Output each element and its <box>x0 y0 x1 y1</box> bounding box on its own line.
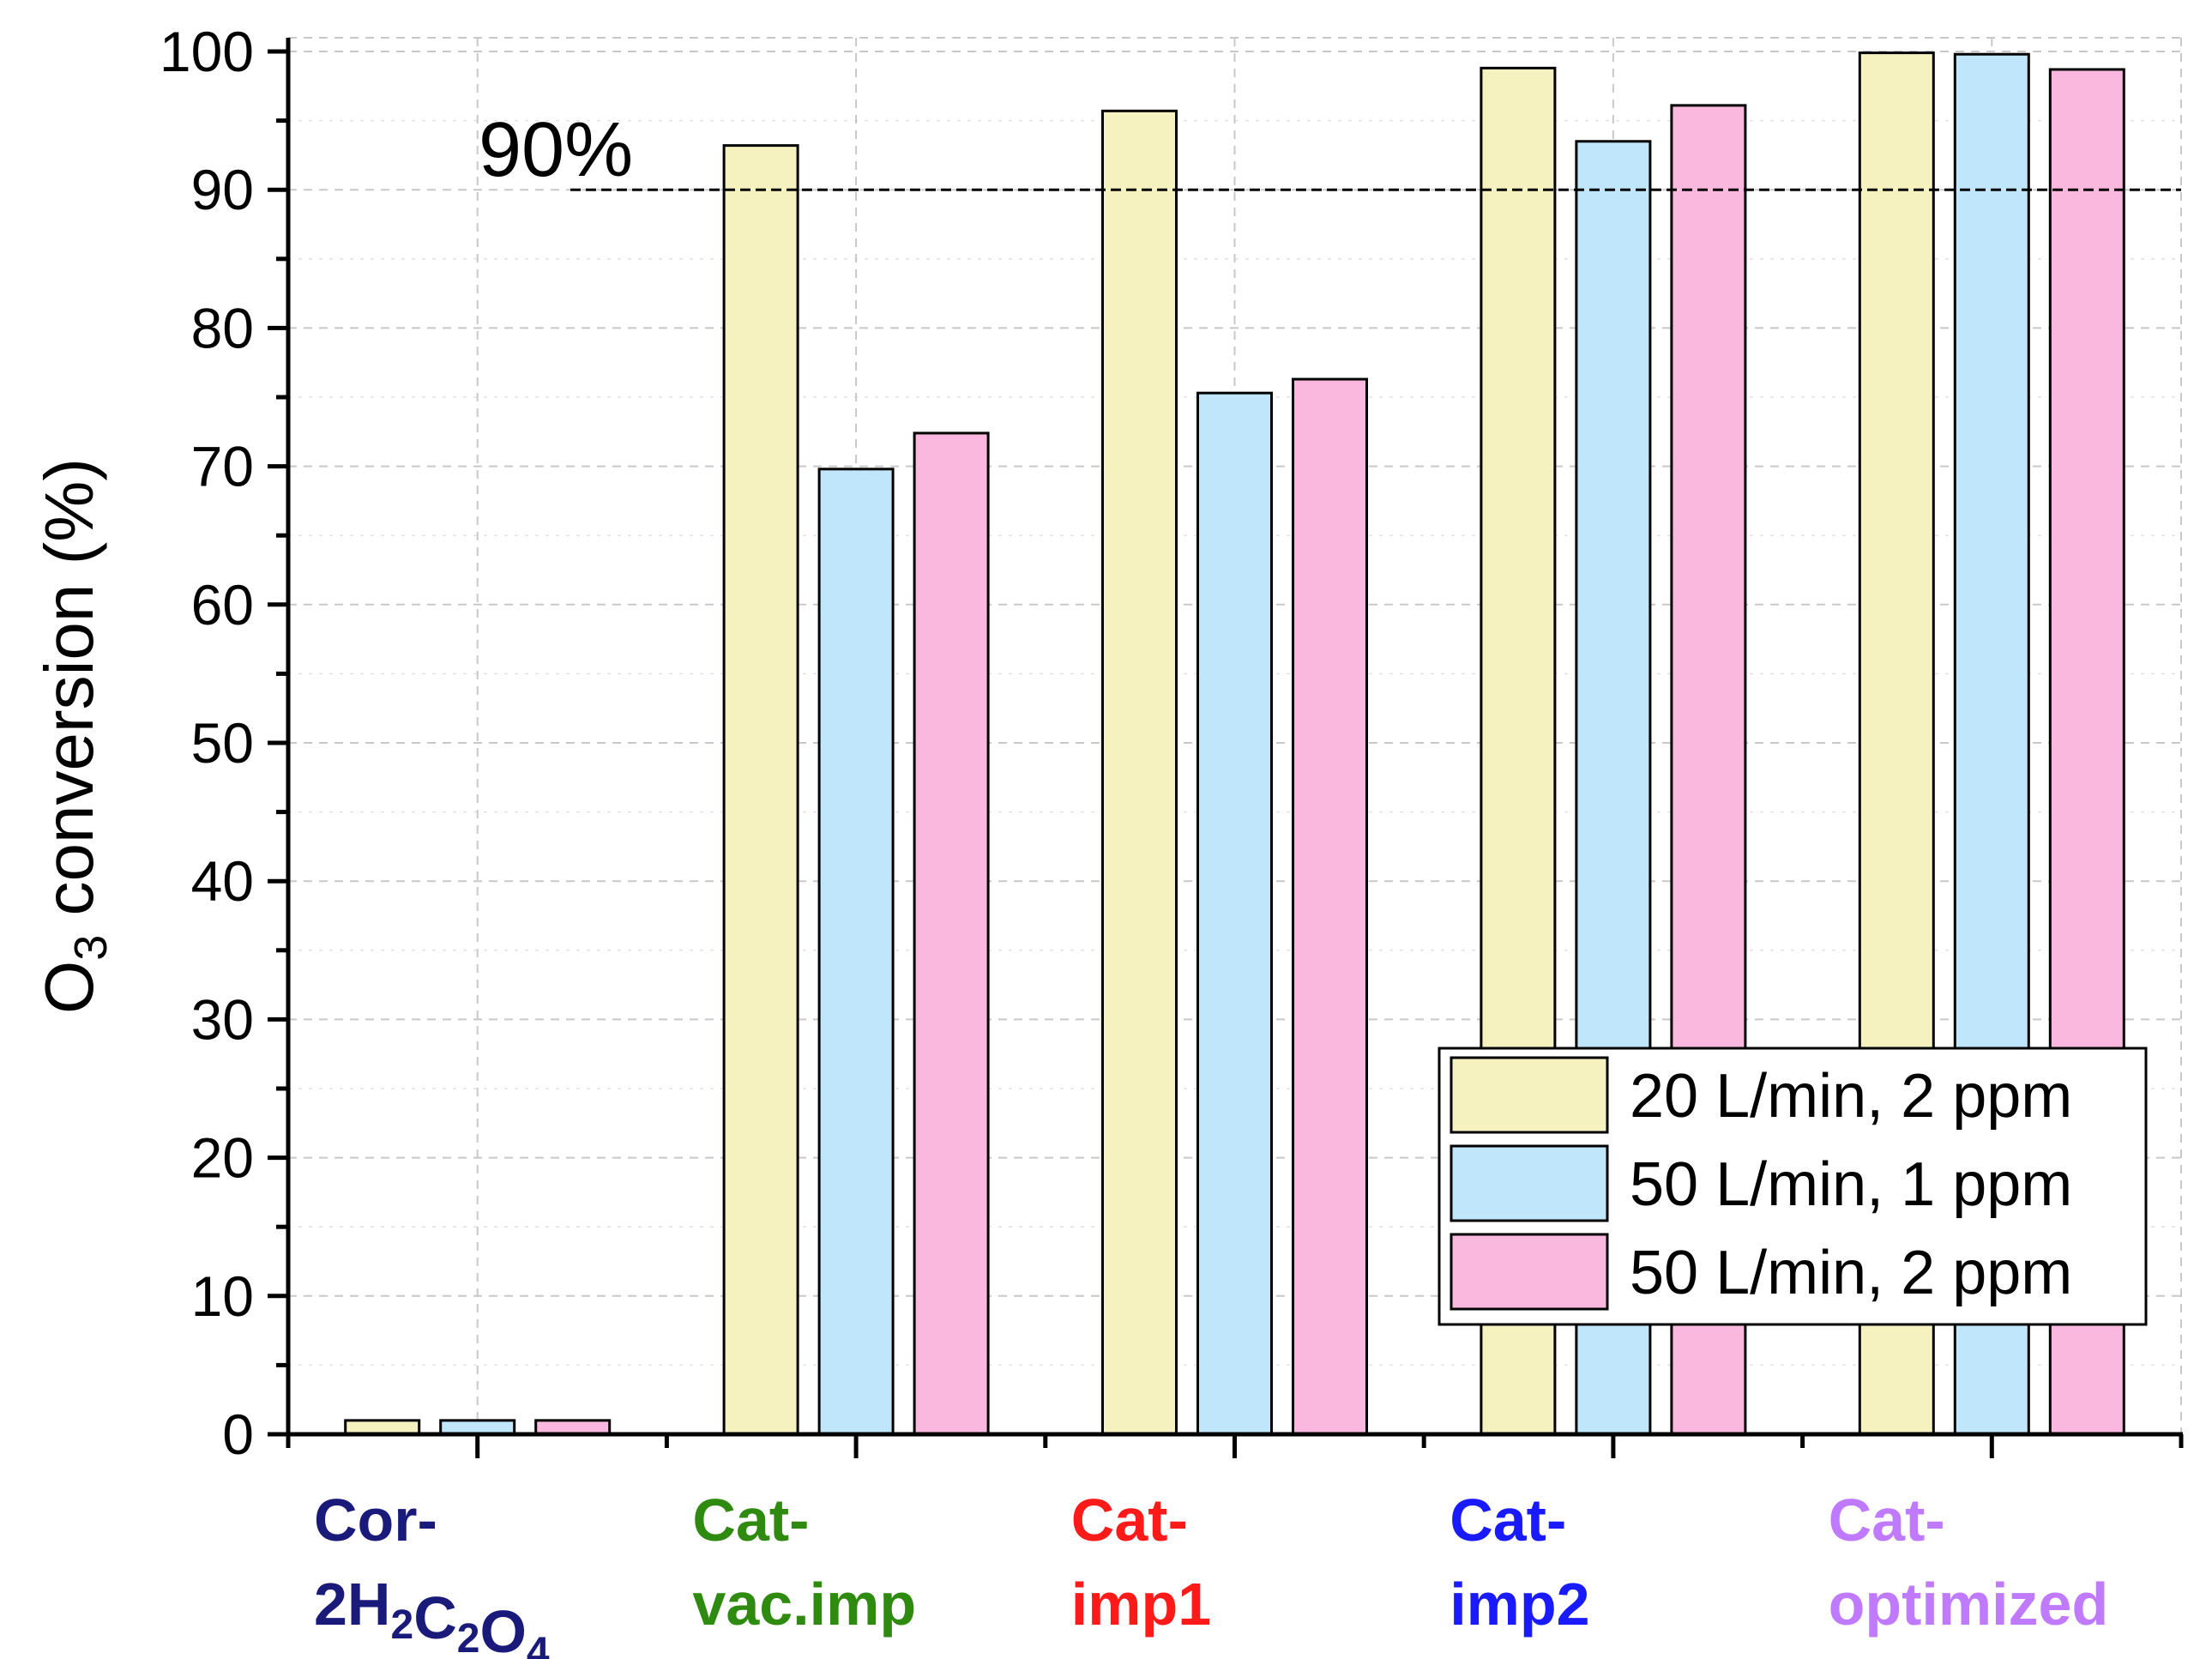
x-category-label: imp1 <box>1071 1571 1211 1638</box>
y-tick-label: 10 <box>191 1264 254 1328</box>
x-category-label-part: 2H <box>314 1571 390 1638</box>
y-tick-label: 70 <box>191 435 254 498</box>
y-tick-label: 30 <box>191 987 254 1051</box>
legend-label: 50 L/min, 1 ppm <box>1630 1150 2072 1219</box>
x-category-label: vac.imp <box>692 1571 916 1638</box>
x-category-label: imp2 <box>1450 1571 1589 1638</box>
x-category-label-part: Cor- <box>314 1487 437 1553</box>
bar-3-2 <box>1196 391 1273 1436</box>
x-category-label-part: imp2 <box>1450 1571 1589 1638</box>
bar-3-1 <box>1101 109 1178 1436</box>
x-category-label: Cor- <box>314 1487 437 1553</box>
legend-label: 50 L/min, 2 ppm <box>1630 1239 2072 1307</box>
x-category-label: Cat- <box>692 1487 809 1553</box>
x-category-label: 2H2C2O4 <box>314 1571 550 1659</box>
x-category-label-part: vac.imp <box>692 1571 916 1638</box>
legend-swatch <box>1450 1144 1609 1222</box>
bar-2-1 <box>722 144 799 1436</box>
y-tick-label: 0 <box>222 1403 254 1466</box>
x-category-label-part: Cat- <box>692 1487 809 1553</box>
x-category-label-part: Cat- <box>1450 1487 1566 1553</box>
x-category-label-part: O <box>479 1598 526 1659</box>
bar-2-2 <box>817 468 895 1436</box>
x-category-label-part: C <box>413 1584 457 1651</box>
x-category-label-part: Cat- <box>1071 1487 1188 1553</box>
bar-2-3 <box>913 431 990 1436</box>
y-axis-title-part: O <box>31 961 107 1014</box>
x-category-label-part: 4 <box>527 1630 550 1659</box>
x-category-label: optimized <box>1829 1571 2109 1638</box>
reference-line-label: 90% <box>479 107 633 193</box>
y-tick-label: 40 <box>191 849 254 913</box>
y-tick-label: 20 <box>191 1126 254 1190</box>
legend-swatch <box>1450 1233 1609 1311</box>
x-category-label-part: imp1 <box>1071 1571 1211 1638</box>
x-category-label: Cat- <box>1829 1487 1945 1553</box>
y-tick-label: 60 <box>191 573 254 636</box>
y-tick-label: 50 <box>191 711 254 775</box>
legend-label: 20 L/min, 2 ppm <box>1630 1062 2072 1131</box>
y-tick-label: 100 <box>160 20 254 83</box>
y-axis-title-part: conversion (%) <box>31 458 107 935</box>
legend-swatch <box>1450 1056 1609 1134</box>
legend: 20 L/min, 2 ppm 50 L/min, 1 ppm 50 L/min, … <box>1437 1047 2148 1326</box>
axis-labels: 0102030405060708090100Cor-2H2C2O4Cat-vac… <box>31 20 2108 1659</box>
y-tick-label: 80 <box>191 296 254 359</box>
x-category-label-part: Cat- <box>1829 1487 1945 1553</box>
bar-3-3 <box>1292 377 1368 1436</box>
x-category-label: Cat- <box>1071 1487 1188 1553</box>
x-category-label-part: 2 <box>457 1616 480 1659</box>
x-category-label-part: 2 <box>390 1602 413 1648</box>
y-axis-title-part: 3 <box>65 935 117 961</box>
axes <box>268 38 2184 1458</box>
y-axis-title: O3 conversion (%) <box>31 458 117 1014</box>
y-tick-label: 90 <box>191 158 254 221</box>
x-category-label-part: optimized <box>1829 1571 2109 1638</box>
reference-line-group: 90% <box>479 107 2181 193</box>
x-category-label: Cat- <box>1450 1487 1566 1553</box>
